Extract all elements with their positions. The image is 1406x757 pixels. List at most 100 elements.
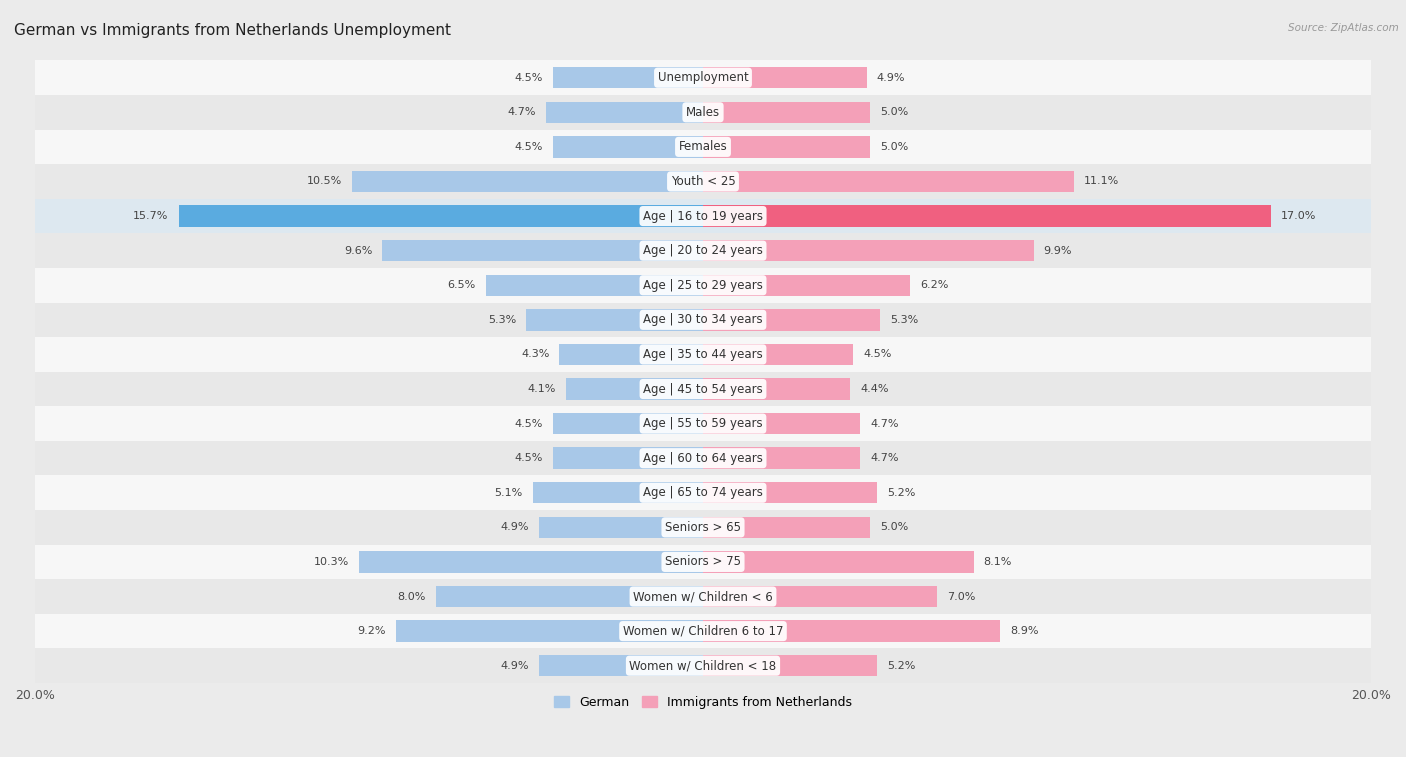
Bar bbox=[35, 199, 1371, 233]
Bar bbox=[703, 516, 870, 538]
Bar bbox=[35, 441, 1371, 475]
Bar bbox=[703, 275, 910, 296]
Bar bbox=[540, 516, 703, 538]
Bar bbox=[703, 136, 870, 157]
Bar bbox=[35, 579, 1371, 614]
Text: Youth < 25: Youth < 25 bbox=[671, 175, 735, 188]
Bar bbox=[703, 586, 936, 607]
Text: 4.7%: 4.7% bbox=[508, 107, 536, 117]
Text: 15.7%: 15.7% bbox=[134, 211, 169, 221]
Text: Women w/ Children 6 to 17: Women w/ Children 6 to 17 bbox=[623, 625, 783, 637]
Text: Women w/ Children < 6: Women w/ Children < 6 bbox=[633, 590, 773, 603]
Bar bbox=[35, 544, 1371, 579]
Bar bbox=[359, 551, 703, 572]
Text: 4.9%: 4.9% bbox=[501, 522, 529, 532]
Text: 7.0%: 7.0% bbox=[946, 591, 976, 602]
Text: 5.2%: 5.2% bbox=[887, 661, 915, 671]
Bar bbox=[35, 303, 1371, 337]
Bar bbox=[703, 621, 1000, 642]
Bar bbox=[703, 309, 880, 331]
Text: 10.3%: 10.3% bbox=[314, 557, 349, 567]
Text: Source: ZipAtlas.com: Source: ZipAtlas.com bbox=[1288, 23, 1399, 33]
Text: Age | 55 to 59 years: Age | 55 to 59 years bbox=[643, 417, 763, 430]
Bar bbox=[395, 621, 703, 642]
Text: Age | 20 to 24 years: Age | 20 to 24 years bbox=[643, 245, 763, 257]
Text: 5.3%: 5.3% bbox=[890, 315, 918, 325]
Bar bbox=[179, 205, 703, 227]
Bar bbox=[540, 655, 703, 677]
Bar bbox=[703, 655, 877, 677]
Bar bbox=[546, 101, 703, 123]
Text: 8.1%: 8.1% bbox=[984, 557, 1012, 567]
Text: 6.5%: 6.5% bbox=[447, 280, 475, 290]
Bar bbox=[35, 649, 1371, 683]
Bar bbox=[35, 164, 1371, 199]
Text: 5.2%: 5.2% bbox=[887, 488, 915, 498]
Text: Age | 65 to 74 years: Age | 65 to 74 years bbox=[643, 486, 763, 500]
Text: Age | 25 to 29 years: Age | 25 to 29 years bbox=[643, 279, 763, 291]
Bar bbox=[553, 447, 703, 469]
Bar bbox=[35, 95, 1371, 129]
Bar bbox=[567, 378, 703, 400]
Bar bbox=[35, 510, 1371, 544]
Text: 9.2%: 9.2% bbox=[357, 626, 385, 636]
Text: 6.2%: 6.2% bbox=[920, 280, 949, 290]
Text: 4.9%: 4.9% bbox=[501, 661, 529, 671]
Bar bbox=[703, 344, 853, 365]
Text: Women w/ Children < 18: Women w/ Children < 18 bbox=[630, 659, 776, 672]
Text: 5.0%: 5.0% bbox=[880, 142, 908, 152]
Text: 4.5%: 4.5% bbox=[515, 142, 543, 152]
Text: Seniors > 65: Seniors > 65 bbox=[665, 521, 741, 534]
Text: Females: Females bbox=[679, 140, 727, 154]
Bar bbox=[703, 171, 1074, 192]
Text: 4.4%: 4.4% bbox=[860, 384, 889, 394]
Bar bbox=[703, 551, 973, 572]
Bar bbox=[703, 378, 851, 400]
Text: 4.5%: 4.5% bbox=[515, 419, 543, 428]
Text: 4.5%: 4.5% bbox=[515, 73, 543, 83]
Text: 4.3%: 4.3% bbox=[522, 350, 550, 360]
Text: 4.1%: 4.1% bbox=[527, 384, 555, 394]
Text: Age | 16 to 19 years: Age | 16 to 19 years bbox=[643, 210, 763, 223]
Bar bbox=[703, 101, 870, 123]
Text: Age | 45 to 54 years: Age | 45 to 54 years bbox=[643, 382, 763, 395]
Text: German vs Immigrants from Netherlands Unemployment: German vs Immigrants from Netherlands Un… bbox=[14, 23, 451, 38]
Bar bbox=[35, 475, 1371, 510]
Text: 4.7%: 4.7% bbox=[870, 419, 898, 428]
Text: 5.0%: 5.0% bbox=[880, 107, 908, 117]
Bar bbox=[35, 337, 1371, 372]
Bar bbox=[553, 136, 703, 157]
Text: 11.1%: 11.1% bbox=[1084, 176, 1119, 186]
Bar bbox=[35, 61, 1371, 95]
Bar bbox=[703, 482, 877, 503]
Legend: German, Immigrants from Netherlands: German, Immigrants from Netherlands bbox=[550, 691, 856, 714]
Bar bbox=[35, 372, 1371, 407]
Text: 4.5%: 4.5% bbox=[863, 350, 891, 360]
Text: Age | 30 to 34 years: Age | 30 to 34 years bbox=[643, 313, 763, 326]
Bar bbox=[703, 447, 860, 469]
Bar bbox=[35, 199, 1371, 233]
Bar bbox=[353, 171, 703, 192]
Text: 4.9%: 4.9% bbox=[877, 73, 905, 83]
Bar bbox=[703, 240, 1033, 261]
Bar bbox=[436, 586, 703, 607]
Bar bbox=[35, 233, 1371, 268]
Bar bbox=[486, 275, 703, 296]
Bar bbox=[35, 407, 1371, 441]
Text: 5.3%: 5.3% bbox=[488, 315, 516, 325]
Bar bbox=[553, 413, 703, 435]
Text: 8.0%: 8.0% bbox=[398, 591, 426, 602]
Text: 5.1%: 5.1% bbox=[495, 488, 523, 498]
Text: Seniors > 75: Seniors > 75 bbox=[665, 556, 741, 569]
Text: Unemployment: Unemployment bbox=[658, 71, 748, 84]
Text: Age | 60 to 64 years: Age | 60 to 64 years bbox=[643, 452, 763, 465]
Bar bbox=[703, 67, 866, 89]
Text: Males: Males bbox=[686, 106, 720, 119]
Text: 4.7%: 4.7% bbox=[870, 453, 898, 463]
Bar bbox=[553, 67, 703, 89]
Text: Age | 35 to 44 years: Age | 35 to 44 years bbox=[643, 348, 763, 361]
Bar bbox=[35, 614, 1371, 649]
Text: 9.6%: 9.6% bbox=[344, 246, 373, 256]
Text: 5.0%: 5.0% bbox=[880, 522, 908, 532]
Bar bbox=[703, 205, 1271, 227]
